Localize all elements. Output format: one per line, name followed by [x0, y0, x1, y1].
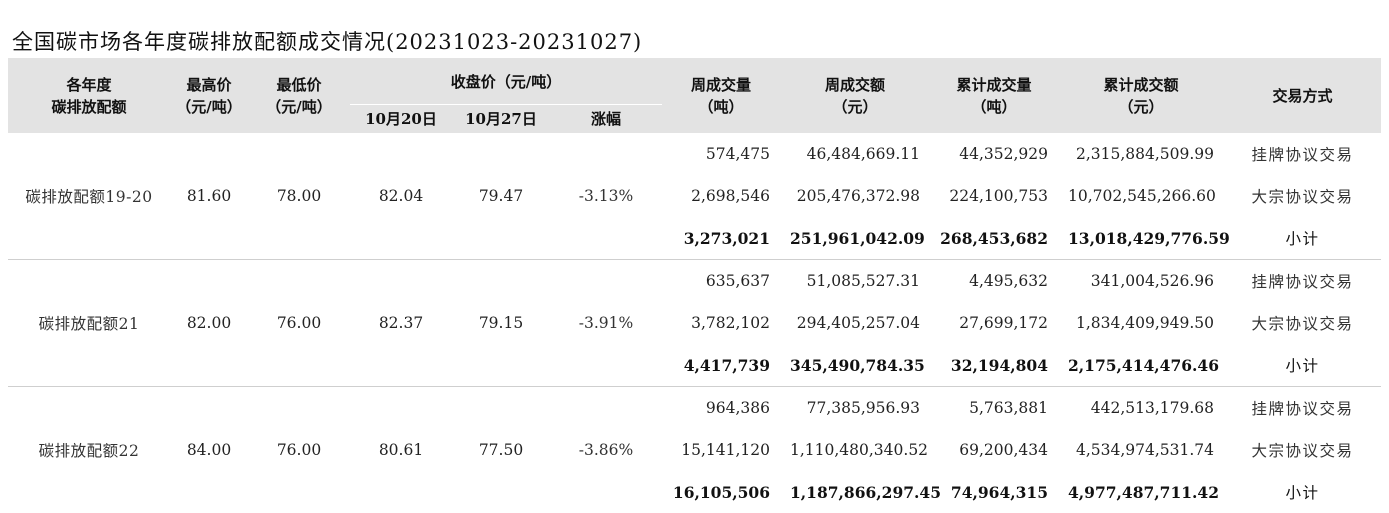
- close-oct20: 82.04: [350, 133, 452, 260]
- table-row: 碳排放配额21 82.00 76.00 82.37 79.15 -3.91% 6…: [8, 260, 1381, 303]
- week-volume: 964,386: [662, 387, 780, 430]
- cum-amount: 13,018,429,776.59: [1058, 217, 1224, 260]
- price-change: -3.13%: [550, 133, 662, 260]
- header-change: 涨幅: [550, 105, 662, 134]
- high-price: 84.00: [170, 387, 248, 513]
- cum-amount: 2,175,414,476.46: [1058, 344, 1224, 387]
- week-volume: 3,782,102: [662, 302, 780, 344]
- trade-mode: 挂牌协议交易: [1224, 133, 1381, 175]
- cum-amount: 2,315,884,509.99: [1058, 133, 1224, 175]
- trade-mode: 小计: [1224, 471, 1381, 513]
- cum-volume: 44,352,929: [930, 133, 1058, 175]
- cum-amount: 4,534,974,531.74: [1058, 429, 1224, 471]
- week-volume: 574,475: [662, 133, 780, 175]
- cum-volume: 5,763,881: [930, 387, 1058, 430]
- cum-volume: 32,194,804: [930, 344, 1058, 387]
- allowance-name: 碳排放配额19-20: [8, 133, 170, 260]
- week-volume: 4,417,739: [662, 344, 780, 387]
- week-amount: 51,085,527.31: [780, 260, 930, 303]
- allowance-name: 碳排放配额22: [8, 387, 170, 513]
- week-amount: 251,961,042.09: [780, 217, 930, 260]
- week-amount: 345,490,784.35: [780, 344, 930, 387]
- week-amount: 1,187,866,297.45: [780, 471, 930, 513]
- table-row: 碳排放配额22 84.00 76.00 80.61 77.50 -3.86% 9…: [8, 387, 1381, 430]
- table-body: 碳排放配额19-20 81.60 78.00 82.04 79.47 -3.13…: [8, 133, 1381, 513]
- close-oct27: 79.15: [452, 260, 550, 387]
- carbon-allowance-table: 各年度 碳排放配额 最高价 （元/吨） 最低价 （元/吨） 收盘价（元/吨） 周…: [8, 58, 1381, 513]
- trade-mode: 大宗协议交易: [1224, 302, 1381, 344]
- trade-mode: 挂牌协议交易: [1224, 387, 1381, 430]
- cum-amount: 10,702,545,266.60: [1058, 175, 1224, 217]
- header-trade-mode: 交易方式: [1224, 58, 1381, 133]
- header-week-volume: 周成交量 （吨）: [662, 58, 780, 133]
- table-title: 全国碳市场各年度碳排放配额成交情况(20231023-20231027): [12, 26, 642, 56]
- cum-volume: 224,100,753: [930, 175, 1058, 217]
- header-week-amount: 周成交额 （元）: [780, 58, 930, 133]
- low-price: 76.00: [248, 387, 350, 513]
- trade-mode: 大宗协议交易: [1224, 175, 1381, 217]
- cum-volume: 268,453,682: [930, 217, 1058, 260]
- header-oct20: 10月20日: [350, 105, 452, 134]
- price-change: -3.91%: [550, 260, 662, 387]
- week-amount: 77,385,956.93: [780, 387, 930, 430]
- close-oct20: 82.37: [350, 260, 452, 387]
- week-volume: 635,637: [662, 260, 780, 303]
- table-header: 各年度 碳排放配额 最高价 （元/吨） 最低价 （元/吨） 收盘价（元/吨） 周…: [8, 58, 1381, 133]
- header-allowance: 各年度 碳排放配额: [8, 58, 170, 133]
- close-oct27: 77.50: [452, 387, 550, 513]
- cum-volume: 27,699,172: [930, 302, 1058, 344]
- close-oct20: 80.61: [350, 387, 452, 513]
- week-volume: 16,105,506: [662, 471, 780, 513]
- week-amount: 205,476,372.98: [780, 175, 930, 217]
- allowance-name: 碳排放配额21: [8, 260, 170, 387]
- trade-mode: 挂牌协议交易: [1224, 260, 1381, 303]
- header-cum-amount: 累计成交额 （元）: [1058, 58, 1224, 133]
- cum-amount: 1,834,409,949.50: [1058, 302, 1224, 344]
- week-volume: 3,273,021: [662, 217, 780, 260]
- cum-volume: 74,964,315: [930, 471, 1058, 513]
- week-amount: 1,110,480,340.52: [780, 429, 930, 471]
- week-volume: 15,141,120: [662, 429, 780, 471]
- trade-mode: 小计: [1224, 217, 1381, 260]
- high-price: 82.00: [170, 260, 248, 387]
- header-cum-volume: 累计成交量 （吨）: [930, 58, 1058, 133]
- price-change: -3.86%: [550, 387, 662, 513]
- cum-volume: 4,495,632: [930, 260, 1058, 303]
- week-amount: 46,484,669.11: [780, 133, 930, 175]
- cum-amount: 341,004,526.96: [1058, 260, 1224, 303]
- header-oct27: 10月27日: [452, 105, 550, 134]
- cum-amount: 4,977,487,711.42: [1058, 471, 1224, 513]
- trade-mode: 大宗协议交易: [1224, 429, 1381, 471]
- close-oct27: 79.47: [452, 133, 550, 260]
- cum-volume: 69,200,434: [930, 429, 1058, 471]
- header-low-price: 最低价 （元/吨）: [248, 58, 350, 133]
- high-price: 81.60: [170, 133, 248, 260]
- header-closing-price: 收盘价（元/吨）: [350, 58, 662, 105]
- week-volume: 2,698,546: [662, 175, 780, 217]
- low-price: 78.00: [248, 133, 350, 260]
- cum-amount: 442,513,179.68: [1058, 387, 1224, 430]
- week-amount: 294,405,257.04: [780, 302, 930, 344]
- table-row: 碳排放配额19-20 81.60 78.00 82.04 79.47 -3.13…: [8, 133, 1381, 175]
- low-price: 76.00: [248, 260, 350, 387]
- trade-mode: 小计: [1224, 344, 1381, 387]
- header-high-price: 最高价 （元/吨）: [170, 58, 248, 133]
